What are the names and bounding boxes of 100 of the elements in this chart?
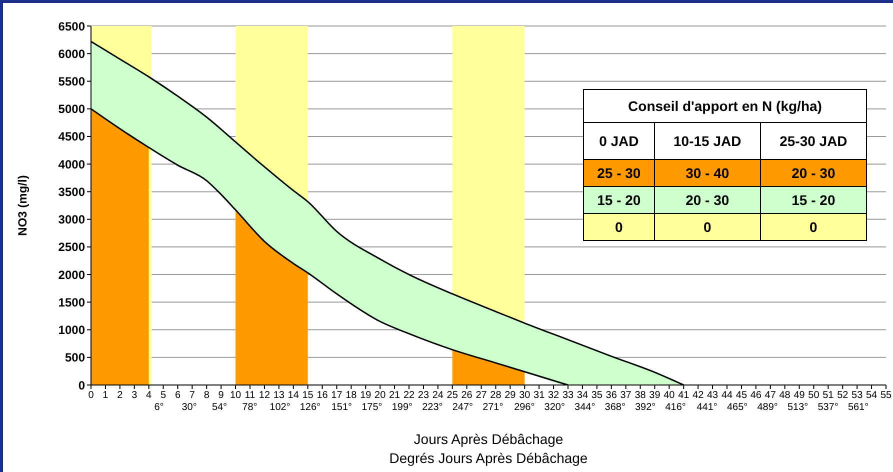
annotation: 20 - 30 <box>654 186 760 214</box>
x-tick-label: 54 <box>866 390 878 402</box>
x-tick-label: 40 <box>664 390 676 402</box>
x-tick-label: 44 <box>721 390 733 402</box>
x-tick-label: 36 <box>606 390 618 402</box>
x-tick-label: 24 <box>432 390 444 402</box>
x-tick-label: 17 <box>331 390 343 402</box>
x-tick-label: 18 <box>346 390 358 402</box>
annotation: 0 <box>584 214 654 240</box>
x2-tick-label: 537° <box>818 402 838 413</box>
x-tick-label: 43 <box>706 390 719 402</box>
x-tick-label: 39 <box>649 390 661 402</box>
x-tick-label: 31 <box>534 390 546 402</box>
y-tick-label: 3000 <box>58 212 86 227</box>
annotation: 0 JAD <box>584 122 654 160</box>
x-tick-label: 19 <box>360 390 372 402</box>
x2-tick-label: 30° <box>182 402 197 413</box>
x-tick-label: 12 <box>258 390 270 402</box>
y-tick-label: 5000 <box>58 102 86 116</box>
x2-tick-label: 441° <box>696 402 718 413</box>
annotation: 25 - 30 <box>584 160 654 186</box>
x-tick-label: 50 <box>808 390 820 402</box>
x-tick-label: 28 <box>490 390 502 402</box>
y-tick-label: 2000 <box>58 268 86 282</box>
annotation: 25-30 JAD <box>760 122 866 160</box>
x-tick-label: 14 <box>288 390 300 402</box>
x2-tick-label: 320° <box>544 402 565 413</box>
x2-tick-label: 489° <box>757 402 778 413</box>
y-axis-title: NO3 (mg/l) <box>15 175 30 236</box>
x-tick-label: 16 <box>316 390 328 402</box>
x-tick-label: 8 <box>204 390 210 402</box>
annotation: 20 - 30 <box>760 160 866 186</box>
x2-tick-label: 271° <box>482 402 504 413</box>
x-tick-label: 11 <box>244 390 256 402</box>
x2-tick-label: 151° <box>331 402 352 413</box>
y-tick-label: 6500 <box>58 19 86 34</box>
x-tick-label: 15 <box>302 390 314 402</box>
y-tick-label: 2500 <box>58 240 86 254</box>
y-tick-label: 6000 <box>58 46 86 61</box>
annotation: 15 - 20 <box>760 186 866 214</box>
x2-tick-label: 416° <box>665 402 686 413</box>
annotation: 10-15 JAD <box>654 122 760 160</box>
x-tick-label: 38 <box>634 390 646 402</box>
x-tick-label: 52 <box>837 390 849 402</box>
x-tick-label: 13 <box>273 390 285 402</box>
x-tick-label: 4 <box>146 390 152 402</box>
x-tick-label: 7 <box>189 390 196 402</box>
x2-tick-label: 465° <box>726 402 748 413</box>
x2-tick-label: 368° <box>604 402 626 413</box>
x-tick-label: 49 <box>794 390 806 402</box>
y-tick-label: 5500 <box>58 74 86 88</box>
y-tick-label: 0 <box>78 378 86 392</box>
x-tick-label: 2 <box>117 390 124 402</box>
x-tick-label: 55 <box>880 390 892 402</box>
annotation: 0 <box>654 214 760 240</box>
x-tick-label: 45 <box>736 390 748 402</box>
x-tick-label: 33 <box>562 390 574 402</box>
x2-tick-label: 247° <box>452 402 474 413</box>
x-tick-label: 37 <box>620 390 632 402</box>
x-tick-label: 27 <box>476 390 488 402</box>
x2-tick-label: 296° <box>514 402 535 413</box>
x-tick-label: 53 <box>852 390 864 402</box>
x-tick-label: 47 <box>764 390 776 402</box>
x-tick-label: 42 <box>692 390 704 402</box>
y-tick-label: 4500 <box>58 130 86 144</box>
x-tick-label: 5 <box>160 390 166 402</box>
x-tick-label: 48 <box>779 390 791 402</box>
x2-tick-label: 223° <box>422 402 443 413</box>
x-tick-label: 25 <box>446 390 458 402</box>
x-tick-label: 9 <box>218 390 224 402</box>
annotation: 30 - 40 <box>654 160 760 186</box>
x-tick-label: 30 <box>519 390 531 402</box>
x-tick-label: 32 <box>548 390 560 402</box>
x-tick-label: 41 <box>678 390 690 402</box>
x-tick-label: 6 <box>174 390 181 402</box>
x-tick-label: 29 <box>504 390 516 402</box>
x-axis-title: Jours Après Débâchage <box>412 430 564 449</box>
x-tick-label: 51 <box>822 390 834 402</box>
x2-tick-label: 199° <box>392 402 413 413</box>
y-tick-label: 1500 <box>58 295 86 310</box>
x-tick-label: 35 <box>591 390 603 402</box>
x2-tick-label: 78° <box>242 402 258 413</box>
x-tick-label: 46 <box>750 390 762 402</box>
x2-tick-label: 54° <box>212 402 228 413</box>
annotation: 15 - 20 <box>584 186 654 214</box>
x-tick-label: 21 <box>388 390 401 402</box>
annotation: 0 <box>760 214 866 240</box>
y-tick-label: 4000 <box>58 157 86 172</box>
x2-tick-label: 344° <box>574 402 596 413</box>
x-tick-label: 0 <box>88 390 94 402</box>
x-tick-label: 23 <box>418 390 430 402</box>
x-tick-label: 10 <box>230 390 242 402</box>
x-tick-label: 1 <box>102 390 109 402</box>
x-tick-label: 26 <box>461 390 473 402</box>
x2-axis-title: Degrés Jours Après Débâchage <box>388 449 589 468</box>
x-tick-label: 20 <box>374 390 386 402</box>
x2-tick-label: 513° <box>787 402 808 413</box>
x2-tick-label: 561° <box>848 402 869 413</box>
y-tick-label: 500 <box>64 350 86 365</box>
x2-tick-label: 102° <box>270 402 290 413</box>
